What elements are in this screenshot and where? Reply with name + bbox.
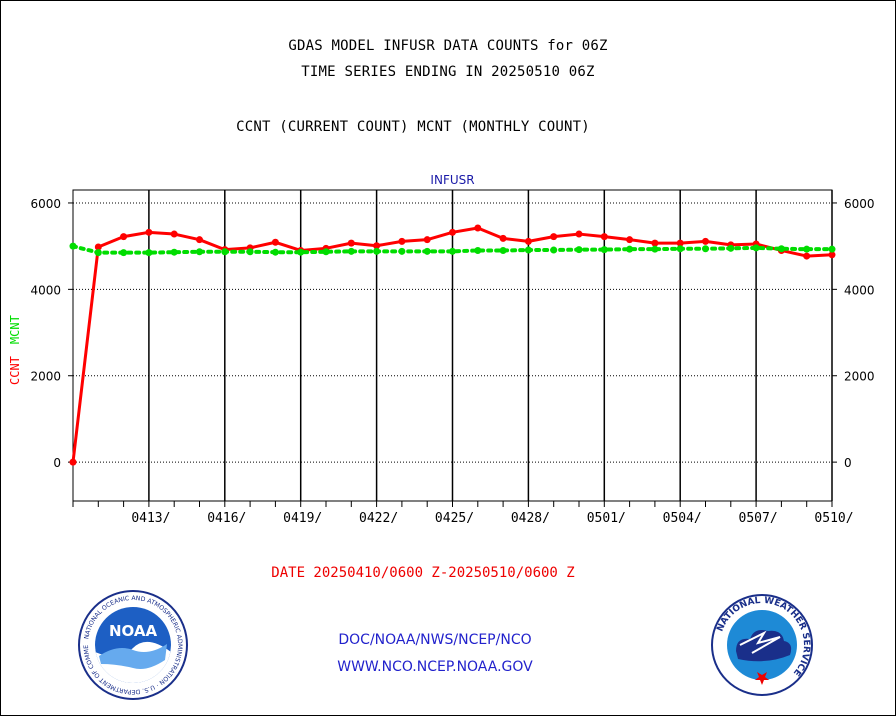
data-point-mcnt [423, 247, 431, 255]
noaa-logo: NOAA NATIONAL OCEANIC AND ATMOSPHERIC AD… [77, 590, 188, 700]
y-tick-label-right: 6000 [844, 197, 875, 211]
x-tick-label: 0428/ [511, 511, 550, 526]
data-point-mcnt [145, 249, 153, 257]
data-point-mcnt [727, 244, 735, 252]
data-point-mcnt [499, 246, 507, 254]
plot-title: INFUSR [430, 173, 474, 187]
y-axis-label-mcnt: MCNT [8, 315, 22, 344]
x-tick-label: 0425/ [435, 511, 474, 526]
data-point-ccnt [398, 237, 406, 245]
data-point-ccnt [828, 251, 836, 259]
y-tick-label: 2000 [30, 370, 61, 384]
data-point-mcnt [550, 246, 558, 254]
x-tick-label: 0507/ [739, 511, 778, 526]
nws-logo: NATIONAL WEATHER SERVICE [711, 594, 813, 696]
data-point-ccnt [373, 242, 381, 250]
data-point-mcnt [575, 246, 583, 254]
y-tick-label: 0 [53, 456, 61, 470]
data-point-mcnt [246, 248, 254, 256]
y-axis-label-ccnt: CCNT [8, 356, 22, 385]
data-point-ccnt [449, 228, 456, 236]
data-point-ccnt [676, 239, 684, 247]
x-tick-label: 0510/ [814, 511, 853, 526]
y-tick-label-right: 2000 [844, 370, 875, 384]
y-axis-label: CCNT MCNT [8, 315, 22, 385]
data-point-ccnt [423, 236, 431, 244]
noaa-logo-text: NOAA [109, 622, 158, 640]
data-point-mcnt [120, 249, 128, 257]
data-point-ccnt [702, 237, 709, 245]
data-point-ccnt [600, 233, 608, 241]
data-point-mcnt [398, 247, 406, 255]
x-tick-label: 0419/ [283, 511, 322, 526]
y-tick-label: 6000 [30, 197, 61, 211]
date-range-label: DATE 20250410/0600 Z-20250510/0600 Z [271, 565, 575, 581]
data-point-ccnt [69, 458, 77, 466]
x-tick-label: 0416/ [207, 511, 246, 526]
data-point-mcnt [600, 246, 608, 254]
data-point-ccnt [651, 239, 659, 247]
data-point-ccnt [145, 228, 153, 236]
data-point-mcnt [702, 245, 709, 253]
data-point-mcnt [170, 248, 178, 256]
y-tick-label-right: 0 [844, 456, 852, 470]
data-point-mcnt [221, 248, 229, 256]
chart-title: GDAS MODEL INFUSR DATA COUNTS for 06Z [288, 38, 608, 54]
data-point-mcnt [347, 247, 355, 255]
website-text: WWW.NCO.NCEP.NOAA.GOV [337, 659, 533, 675]
data-point-mcnt [828, 245, 836, 253]
chart-subtitle-legend: CCNT (CURRENT COUNT) MCNT (MONTHLY COUNT… [236, 119, 590, 135]
data-point-ccnt [474, 224, 482, 232]
data-point-ccnt [575, 230, 583, 238]
data-point-ccnt [524, 237, 532, 245]
x-tick-label: 0422/ [359, 511, 398, 526]
y-tick-label: 4000 [30, 283, 61, 297]
data-point-ccnt [271, 238, 279, 246]
data-point-mcnt [322, 248, 330, 256]
data-point-ccnt [499, 234, 507, 242]
data-point-ccnt [94, 243, 102, 251]
org-path-text: DOC/NOAA/NWS/NCEP/NCO [338, 632, 532, 648]
data-point-mcnt [626, 245, 634, 253]
data-point-mcnt [449, 247, 456, 255]
data-point-ccnt [196, 236, 203, 244]
data-point-mcnt [676, 245, 684, 253]
data-point-mcnt [651, 245, 659, 253]
data-point-ccnt [803, 252, 811, 260]
data-point-ccnt [550, 233, 558, 241]
y-tick-label-right: 4000 [844, 283, 875, 297]
data-point-mcnt [196, 248, 203, 256]
data-point-mcnt [271, 248, 279, 256]
data-point-ccnt [120, 233, 128, 241]
data-point-ccnt [347, 239, 355, 247]
data-point-mcnt [69, 242, 77, 250]
data-point-mcnt [474, 246, 482, 254]
x-tick-label: 0413/ [131, 511, 170, 526]
data-point-mcnt [373, 247, 381, 255]
data-point-mcnt [752, 244, 760, 252]
data-point-mcnt [524, 246, 532, 254]
x-tick-label: 0504/ [663, 511, 702, 526]
chart-subtitle-time-series: TIME SERIES ENDING IN 20250510 06Z [301, 64, 595, 80]
data-point-ccnt [626, 236, 634, 244]
data-point-mcnt [94, 249, 102, 257]
data-point-mcnt [803, 245, 811, 253]
data-point-mcnt [297, 248, 305, 256]
data-point-mcnt [777, 245, 785, 253]
x-tick-label: 0501/ [587, 511, 626, 526]
data-point-ccnt [170, 230, 178, 238]
